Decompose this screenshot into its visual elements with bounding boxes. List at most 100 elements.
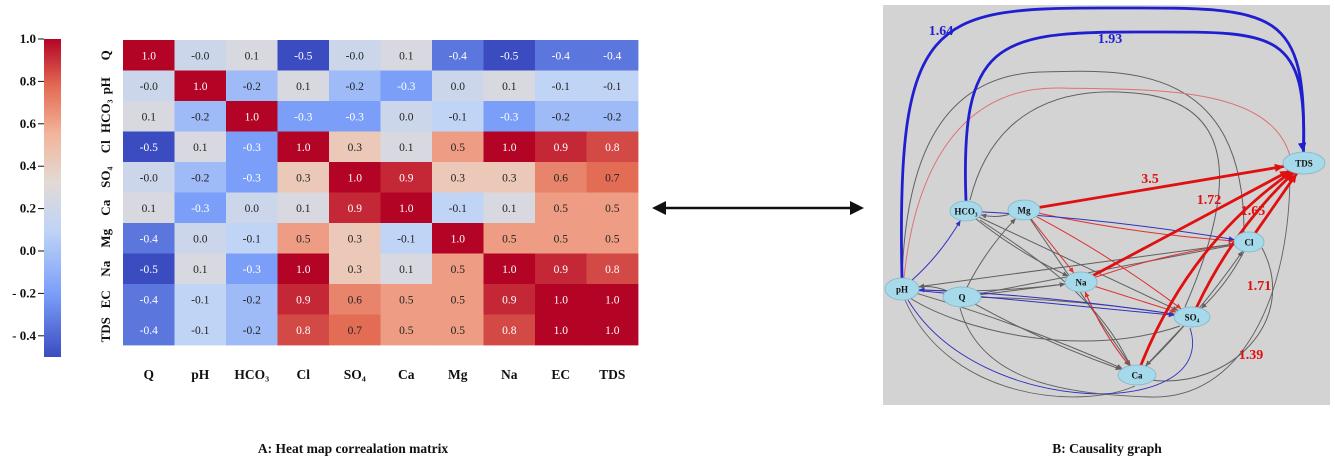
heatmap-cell-label: 1.0 <box>348 172 363 184</box>
heatmap-cell <box>432 40 484 71</box>
heatmap-row-label: Cl <box>98 140 113 153</box>
heatmap-cell <box>432 192 484 224</box>
heatmap-cell <box>226 70 278 102</box>
heatmap-cell <box>329 284 381 315</box>
heatmap-cell <box>586 253 639 285</box>
heatmap-cell <box>380 223 433 254</box>
heatmap-column-label: Na <box>501 367 518 382</box>
graph-minor-edge <box>1084 291 1130 367</box>
colorbar-tick-label: 0.8 <box>20 73 37 88</box>
heatmap-cell-label: -0.5 <box>140 142 158 154</box>
heatmap-cell-label: 0.8 <box>296 325 311 337</box>
heatmap-row-label: Ca <box>98 199 113 215</box>
heatmap-cell <box>277 192 330 224</box>
heatmap-cell-label: -0.3 <box>500 111 518 123</box>
heatmap-cell <box>123 101 175 132</box>
graph-minor-edge-arrowhead <box>918 283 925 289</box>
colorbar <box>44 39 61 357</box>
heatmap-cell-label: 0.5 <box>399 294 414 306</box>
heatmap-cell-label: 0.9 <box>399 172 414 184</box>
heatmap-cell <box>380 253 433 285</box>
heatmap-cell-label: -0.3 <box>243 172 261 184</box>
heatmap-cell <box>123 314 175 346</box>
graph-minor-edge-arrowhead <box>1059 282 1066 288</box>
graph-node <box>949 200 983 222</box>
heatmap-cell <box>329 131 381 163</box>
graph-minor-edge <box>917 293 1123 370</box>
graph-minor-edge-arrowhead <box>1237 251 1243 257</box>
heatmap-cell-label: -0.3 <box>243 142 261 154</box>
heatmap-cell <box>380 314 433 346</box>
heatmap-cell <box>226 223 278 254</box>
heatmap-cell-label: -0.4 <box>603 50 621 62</box>
heatmap-cells: 1.0 -0.0 0.1 -0.5 -0.0 0.1 -0.4 -0.5 -0.4 -0.4 -0.… <box>123 40 639 346</box>
graph-outer-arc <box>907 299 1193 395</box>
heatmap-cell-label: -0.4 <box>140 233 158 245</box>
heatmap-cell <box>329 192 381 224</box>
heatmap-cell-label: -0.0 <box>191 50 209 62</box>
colorbar-tick-label: 0.2 <box>20 201 36 216</box>
graph-node <box>1117 364 1157 386</box>
heatmap-cell-label: 0.5 <box>451 294 466 306</box>
heatmap-cell-label: 0.9 <box>296 294 311 306</box>
heatmap-cell-label: 0.5 <box>451 142 466 154</box>
heatmap-cell-label: 0.8 <box>605 264 620 276</box>
heatmap-cell-label: -0.3 <box>294 111 312 123</box>
heatmap-cell-label: -0.3 <box>191 203 209 215</box>
heatmap-cell-label: -0.1 <box>552 81 570 93</box>
graph-outer-arc <box>903 87 1291 279</box>
heatmap-cell <box>226 101 278 132</box>
graph-node-label: Na <box>1076 278 1087 288</box>
heatmap-cell-label: -0.4 <box>140 294 158 306</box>
heatmap-cell <box>586 223 639 254</box>
heatmap-cell-label: 1.0 <box>193 81 208 93</box>
graph-weighted-edge-arrowhead <box>1288 173 1297 184</box>
graph-node <box>1173 306 1211 328</box>
heatmap-cell-label: 0.5 <box>451 264 466 276</box>
heatmap-cell <box>226 314 278 346</box>
heatmap-cell-label: -0.2 <box>191 111 209 123</box>
heatmap-cell <box>483 314 536 346</box>
graph-node-label: TDS <box>1295 159 1313 169</box>
heatmap-cell <box>174 314 227 346</box>
heatmap-cell-label: 0.1 <box>245 50 260 62</box>
graph-minor-edge-arrowhead <box>1228 236 1235 242</box>
heatmap-row-label: TDS <box>98 317 113 342</box>
graph-weighted-edge <box>964 30 1306 202</box>
heatmap-cell <box>483 284 536 315</box>
heatmap-cell <box>586 131 639 163</box>
heatmap-cell-label: -0.2 <box>603 111 621 123</box>
heatmap-cell-label: 0.1 <box>296 203 311 215</box>
graph-node <box>942 286 982 308</box>
heatmap-cell-label: -0.1 <box>243 233 261 245</box>
heatmap-cell <box>329 223 381 254</box>
graph-minor-edge-arrowhead <box>1062 271 1069 277</box>
graph-minor-edge-arrowhead <box>1175 303 1182 309</box>
heatmap-caption: A: Heat map correalation matrix <box>258 441 448 456</box>
heatmap-cell-label: 0.3 <box>296 172 311 184</box>
heatmap-column-label: Cl <box>297 367 311 382</box>
heatmap-cell <box>226 284 278 315</box>
heatmap-cell-label: 1.0 <box>502 142 517 154</box>
graph-minor-edge-arrowhead <box>1116 364 1123 369</box>
graph-outer-arc <box>901 70 1245 279</box>
heatmap-row-label: HCO₃ <box>98 99 113 133</box>
heatmap-column-label: Mg <box>448 367 468 382</box>
heatmap-cell-label: -0.1 <box>191 325 209 337</box>
heatmap-column-label: EC <box>551 367 570 382</box>
heatmap-cell <box>483 101 536 132</box>
heatmap-cell <box>535 131 587 163</box>
heatmap-cell <box>535 40 587 71</box>
heatmap-cell <box>174 223 227 254</box>
heatmap-cell-label: 1.0 <box>554 294 569 306</box>
heatmap-cell-label: -0.1 <box>191 294 209 306</box>
heatmap-cell <box>432 101 484 132</box>
graph-minor-edge-arrowhead <box>1170 308 1177 313</box>
graph-node <box>884 277 920 301</box>
heatmap-row-label: Mg <box>98 228 113 247</box>
heatmap-cell-label: -0.0 <box>346 50 364 62</box>
heatmap-cell <box>329 314 381 346</box>
heatmap-cell-label: 1.0 <box>554 325 569 337</box>
graph-outer-arc <box>909 297 1181 342</box>
heatmap-cell <box>432 253 484 285</box>
